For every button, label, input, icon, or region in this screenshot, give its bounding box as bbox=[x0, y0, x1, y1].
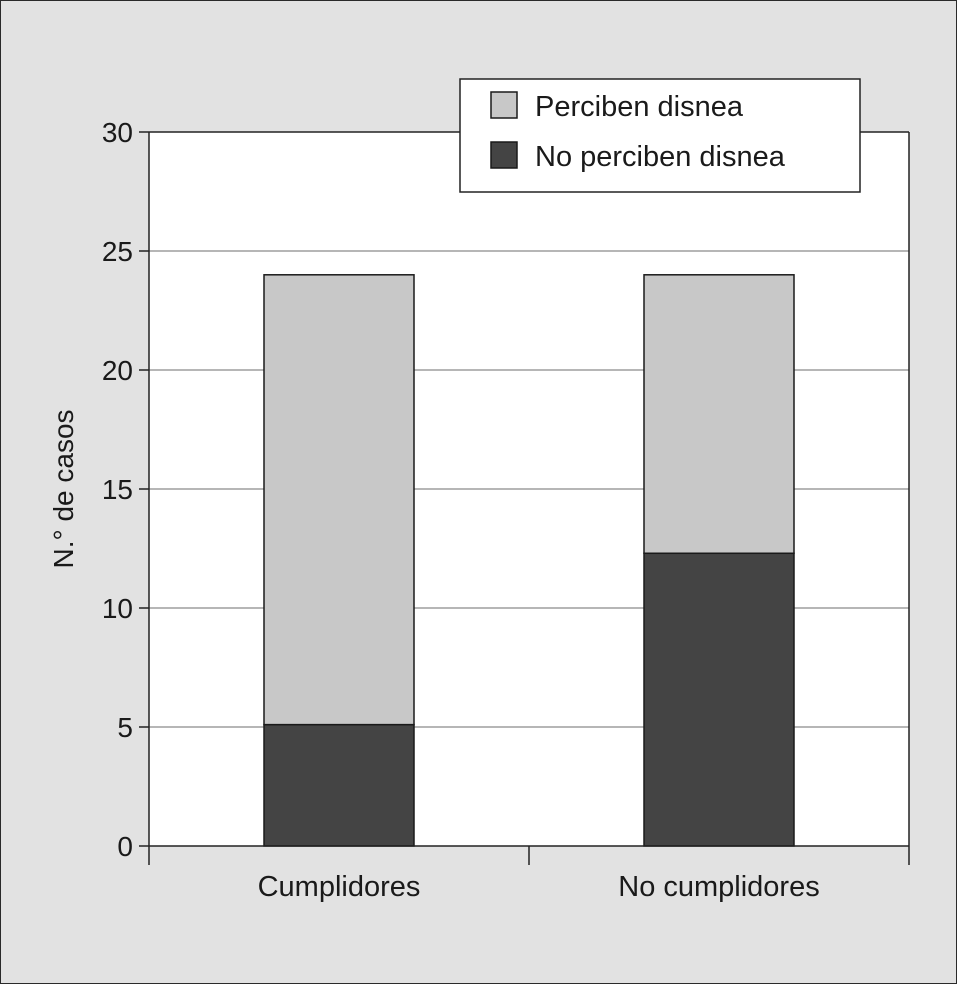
bar-segment bbox=[263, 723, 415, 847]
legend-swatch bbox=[490, 91, 518, 119]
y-tick-label: 20 bbox=[102, 355, 133, 386]
legend-box bbox=[459, 78, 861, 193]
bar-segment bbox=[263, 274, 415, 726]
y-tick-label: 5 bbox=[117, 712, 133, 743]
x-ticks: Cumplidores No cumplidores bbox=[148, 846, 910, 903]
bars bbox=[263, 274, 795, 847]
x-category-label: Cumplidores bbox=[258, 871, 421, 903]
bar-segment bbox=[643, 274, 795, 555]
bar-segment bbox=[643, 552, 795, 847]
x-category-label: No cumplidores bbox=[618, 871, 819, 903]
legend-swatch bbox=[490, 141, 518, 169]
legend: Perciben disnea No perciben disnea bbox=[459, 78, 861, 193]
y-tick-label: 15 bbox=[102, 474, 133, 505]
y-tick-label: 30 bbox=[102, 117, 133, 148]
y-tick-label: 10 bbox=[102, 593, 133, 624]
legend-label: No perciben disnea bbox=[535, 141, 786, 173]
y-axis-label: N.° de casos bbox=[48, 409, 79, 568]
y-ticks: 0 5 10 15 20 25 30 bbox=[102, 117, 149, 862]
y-tick-label: 25 bbox=[102, 236, 133, 267]
legend-label: Perciben disnea bbox=[535, 91, 744, 123]
y-tick-label: 0 bbox=[117, 831, 133, 862]
